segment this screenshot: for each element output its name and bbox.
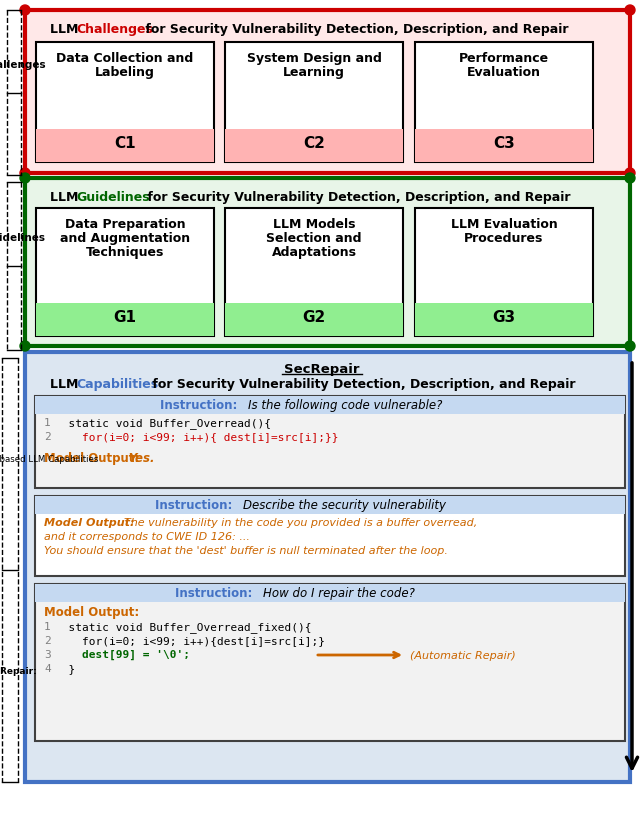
Text: Selection and: Selection and <box>266 232 362 245</box>
Circle shape <box>625 173 635 183</box>
Text: 4: 4 <box>44 664 51 674</box>
Text: Guidelines: Guidelines <box>0 233 45 243</box>
Text: Techniques: Techniques <box>86 246 164 259</box>
Text: LLM: LLM <box>50 191 83 204</box>
Text: Instruction:: Instruction: <box>155 499 237 512</box>
Bar <box>35 396 625 414</box>
Text: Evaluation: Evaluation <box>467 66 541 79</box>
Circle shape <box>625 341 635 351</box>
Text: }: } <box>55 664 76 674</box>
Text: LLM Models: LLM Models <box>273 218 355 231</box>
Text: Model Output:: Model Output: <box>44 452 143 465</box>
Text: Performance: Performance <box>459 52 549 65</box>
Bar <box>36 303 214 336</box>
Text: How do I repair the code?: How do I repair the code? <box>263 587 415 600</box>
Bar <box>35 584 625 741</box>
Text: Data Preparation: Data Preparation <box>65 218 186 231</box>
Circle shape <box>20 173 30 183</box>
Text: You should ensure that the 'dest' buffer is null terminated after the loop.: You should ensure that the 'dest' buffer… <box>44 546 448 556</box>
Bar <box>36 42 214 162</box>
Text: for Security Vulnerability Detection, Description, and Repair: for Security Vulnerability Detection, De… <box>148 378 575 391</box>
Text: System Design and: System Design and <box>246 52 381 65</box>
Bar <box>35 496 625 576</box>
Text: G3: G3 <box>492 310 516 325</box>
Text: G2: G2 <box>302 310 326 325</box>
Bar <box>415 42 593 162</box>
Text: Adaptations: Adaptations <box>271 246 356 259</box>
Text: and it corresponds to CWE ID 126: ...: and it corresponds to CWE ID 126: ... <box>44 532 250 542</box>
Text: Instruction:: Instruction: <box>160 399 241 412</box>
Text: Yes.: Yes. <box>128 452 154 465</box>
Bar <box>36 208 214 336</box>
Text: Model Output:: Model Output: <box>44 606 140 619</box>
Bar <box>415 129 593 162</box>
Circle shape <box>20 168 30 178</box>
Text: Describe the security vulnerability: Describe the security vulnerability <box>243 499 446 512</box>
Text: Challenges: Challenges <box>0 59 46 69</box>
Text: LLM: LLM <box>50 378 83 391</box>
Text: The vulnerability in the code you provided is a buffer overread,: The vulnerability in the code you provid… <box>124 518 477 528</box>
Text: Instruction:: Instruction: <box>175 587 257 600</box>
Circle shape <box>625 5 635 15</box>
Circle shape <box>20 341 30 351</box>
Bar <box>25 10 630 173</box>
Text: SecRepair: SecRepair <box>284 363 360 376</box>
Bar <box>225 208 403 336</box>
Bar <box>225 42 403 162</box>
Text: 1: 1 <box>44 418 51 428</box>
Text: for Security Vulnerability Detection, Description, and Repair: for Security Vulnerability Detection, De… <box>143 191 570 204</box>
Text: 3: 3 <box>44 650 51 660</box>
Bar <box>25 178 630 346</box>
Bar <box>415 208 593 336</box>
Bar <box>25 352 630 782</box>
Text: Is the following code vulnerable?: Is the following code vulnerable? <box>248 399 442 412</box>
Bar <box>415 303 593 336</box>
Text: and Augmentation: and Augmentation <box>60 232 190 245</box>
Text: Labeling: Labeling <box>95 66 155 79</box>
Bar <box>225 129 403 162</box>
Text: Model Output:: Model Output: <box>44 518 134 528</box>
Text: C1: C1 <box>114 136 136 151</box>
Text: dest[99] = '\0';: dest[99] = '\0'; <box>55 650 190 660</box>
Text: for Security Vulnerability Detection, Description, and Repair: for Security Vulnerability Detection, De… <box>141 23 568 36</box>
Text: Challenges: Challenges <box>76 23 153 36</box>
Circle shape <box>625 168 635 178</box>
Text: G1: G1 <box>113 310 136 325</box>
Text: static void Buffer_Overread_fixed(){: static void Buffer_Overread_fixed(){ <box>55 622 312 633</box>
Bar <box>35 496 625 514</box>
Text: 2: 2 <box>44 636 51 646</box>
Text: static void Buffer_Overread(){: static void Buffer_Overread(){ <box>55 418 271 429</box>
Text: Procedures: Procedures <box>464 232 544 245</box>
Text: SecRepair:: SecRepair: <box>0 667 37 676</box>
Text: Data Collection and: Data Collection and <box>56 52 194 65</box>
Text: Capabilities: Capabilities <box>76 378 158 391</box>
Bar <box>225 303 403 336</box>
Text: LLM Evaluation: LLM Evaluation <box>451 218 557 231</box>
Text: Learning: Learning <box>283 66 345 79</box>
Text: Proposed Instruct-based LLM Capabilities: Proposed Instruct-based LLM Capabilities <box>0 455 99 464</box>
Text: for(i=0; i<99; i++){ dest[i]=src[i];}}: for(i=0; i<99; i++){ dest[i]=src[i];}} <box>55 432 339 442</box>
Text: (Automatic Repair): (Automatic Repair) <box>410 651 516 661</box>
Text: C3: C3 <box>493 136 515 151</box>
Text: 1: 1 <box>44 622 51 632</box>
Text: for(i=0; i<99; i++){dest[i]=src[i];}: for(i=0; i<99; i++){dest[i]=src[i];} <box>55 636 325 646</box>
Text: Guidelines: Guidelines <box>76 191 150 204</box>
Bar <box>36 129 214 162</box>
Bar <box>35 584 625 602</box>
Bar <box>35 396 625 488</box>
Text: LLM: LLM <box>50 23 83 36</box>
Text: C2: C2 <box>303 136 325 151</box>
Circle shape <box>20 5 30 15</box>
Text: 2: 2 <box>44 432 51 442</box>
